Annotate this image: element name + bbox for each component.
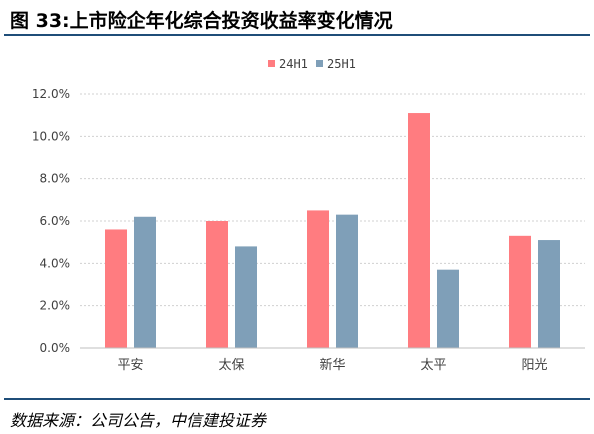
x-tick-label: 太保: [218, 358, 244, 373]
figure-title: 图 33:上市险企年化综合投资收益率变化情况: [10, 10, 393, 32]
bar-chart: 24H1 25H1 0.0%2.0%4.0%6.0%8.0%10.0%12.0% …: [32, 57, 585, 373]
y-tick-label: 0.0%: [40, 341, 71, 355]
y-tick-label: 6.0%: [40, 214, 71, 228]
bar-25H1-太平: [437, 269, 459, 348]
bar-24H1-新华: [307, 210, 329, 348]
source-divider: [4, 398, 590, 400]
bar-24H1-平安: [105, 229, 127, 348]
x-tick-label: 太平: [420, 358, 446, 373]
bar-25H1-太保: [235, 246, 257, 348]
bar-25H1-平安: [134, 216, 156, 348]
chart-bars: [105, 113, 560, 348]
y-tick-label: 4.0%: [40, 256, 71, 270]
y-tick-label: 10.0%: [32, 129, 70, 143]
y-tick-label: 12.0%: [32, 87, 70, 101]
chart-gridlines: [80, 93, 585, 307]
bar-24H1-阳光: [509, 235, 531, 348]
title-divider: [4, 34, 590, 36]
x-tick-label: 新华: [319, 357, 345, 373]
x-axis: 平安 太保 新华 太平 阳光: [80, 347, 585, 373]
chart-legend: 24H1 25H1: [268, 57, 356, 71]
y-tick-label: 8.0%: [40, 172, 71, 186]
legend-swatch-25H1: [316, 60, 323, 67]
bar-24H1-太平: [408, 113, 430, 348]
legend-label-25H1: 25H1: [327, 57, 356, 71]
legend-label-24H1: 24H1: [279, 57, 308, 71]
x-tick-label: 平安: [117, 358, 143, 373]
y-axis-tick-labels: 0.0% 2.0% 4.0% 6.0% 8.0% 10.0% 12.0%: [32, 87, 70, 355]
y-tick-label: 2.0%: [40, 299, 71, 313]
figure-source: 数据来源：公司公告，中信建投证券: [10, 411, 267, 430]
x-tick-label: 阳光: [521, 358, 547, 373]
legend-swatch-24H1: [268, 60, 275, 67]
bar-25H1-新华: [336, 214, 358, 348]
bar-24H1-太保: [206, 221, 228, 348]
bar-25H1-阳光: [538, 240, 560, 348]
